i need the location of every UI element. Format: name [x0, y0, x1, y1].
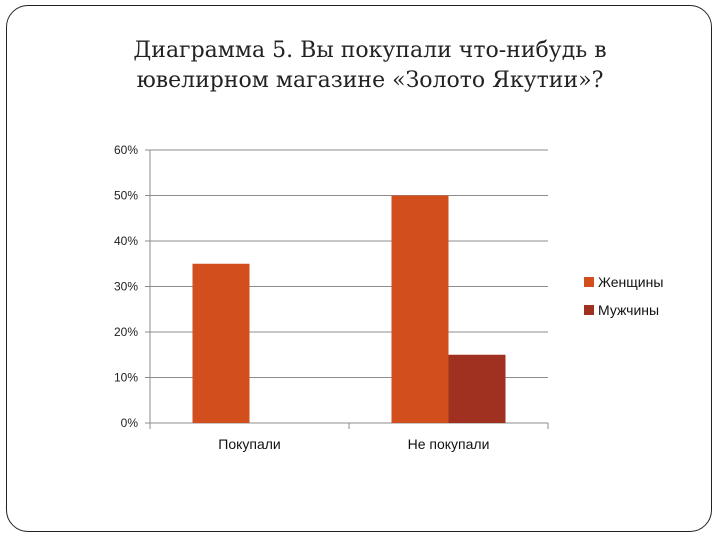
y-tick-label: 60%: [114, 143, 138, 157]
y-tick-label: 30%: [114, 280, 138, 294]
legend-label: Мужчины: [598, 302, 659, 318]
y-tick-label: 40%: [114, 234, 138, 248]
chart-title-line-2: ювелирном магазине «Золото Якутии»?: [136, 68, 604, 93]
y-tick-label: 10%: [114, 371, 138, 385]
legend-swatch: [584, 305, 594, 315]
legend-label: Женщины: [598, 274, 663, 290]
bar: [391, 195, 449, 423]
chart-title-line-1: Диаграмма 5. Вы покупали что-нибудь в: [133, 38, 607, 63]
x-category-label: Покупали: [218, 436, 281, 452]
y-tick-label: 20%: [114, 325, 138, 339]
slide-frame: [6, 5, 712, 532]
bar: [448, 354, 506, 423]
x-axis: Покупали Не покупали: [149, 422, 549, 452]
bar: [192, 263, 250, 423]
chart-title: Диаграмма 5. Вы покупали что-нибудь в юв…: [60, 36, 680, 96]
x-category-label: Не покупали: [408, 436, 490, 452]
y-axis: 0% 10% 20% 30% 40% 50% 60%: [114, 143, 151, 430]
legend-swatch: [584, 277, 594, 287]
y-tick-label: 0%: [121, 416, 139, 430]
y-tick-label: 50%: [114, 189, 138, 203]
legend: Женщины Мужчины: [584, 274, 663, 318]
bars: [192, 195, 506, 423]
